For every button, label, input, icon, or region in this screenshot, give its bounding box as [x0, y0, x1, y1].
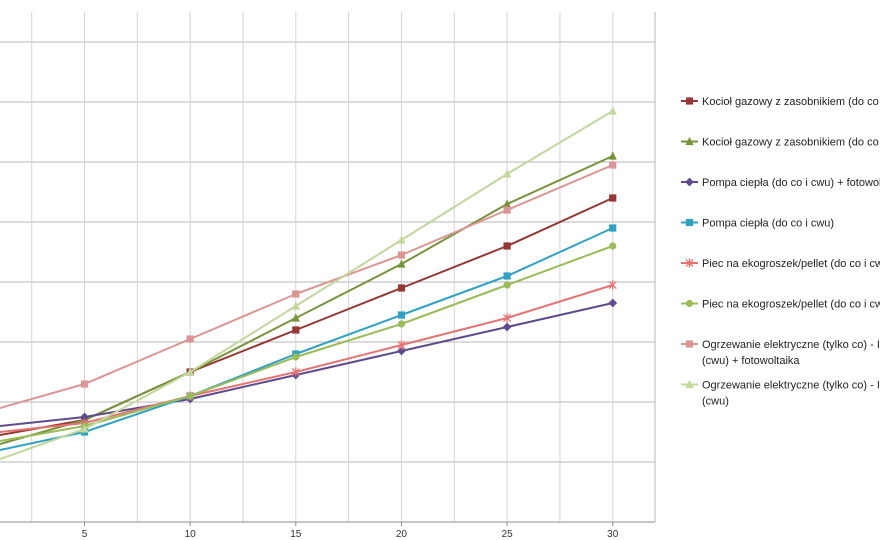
- data-point: [397, 284, 406, 292]
- series-5: [0, 280, 617, 433]
- data-point: [292, 353, 300, 361]
- legend-label: Ogrzewanie elektryczne (tylko co) - II: [702, 380, 880, 392]
- data-point: [186, 392, 194, 400]
- data-point: [685, 136, 694, 146]
- series-line: [0, 110, 614, 460]
- x-tick-label: 15: [290, 529, 302, 540]
- data-point: [397, 235, 406, 244]
- data-point: [80, 412, 89, 422]
- series-line: [0, 197, 614, 436]
- data-point: [503, 281, 511, 289]
- data-point: [397, 346, 406, 356]
- legend-item-2: Kocioł gazowy z zasobnikiem (do co i: [681, 137, 880, 149]
- data-point: [608, 106, 617, 115]
- data-point: [186, 367, 195, 376]
- data-point: [397, 340, 406, 350]
- data-point: [503, 272, 511, 280]
- data-point: [80, 380, 89, 388]
- series-7: [0, 161, 617, 409]
- data-point: [502, 199, 512, 208]
- legend-label: Kocioł gazowy z zasobnikiem (do co i: [702, 96, 880, 108]
- legend-item-5: Piec na ekogroszek/pellet (do co i cwu: [681, 258, 880, 270]
- legend-label: Kocioł gazowy z zasobnikiem (do co i: [702, 137, 880, 149]
- legend-label: Pompa ciepła (do co i cwu) + fotowol: [702, 177, 880, 189]
- data-point: [502, 169, 512, 178]
- data-point: [685, 177, 694, 187]
- data-point: [292, 290, 300, 298]
- legend-label: Ogrzewanie elektryczne (tylko co) - II: [702, 339, 880, 351]
- data-point: [503, 313, 512, 323]
- series-line: [0, 302, 613, 427]
- data-point: [608, 298, 618, 308]
- legend-label: (cwu) + fotowoltaika: [702, 355, 800, 367]
- x-tick-label: 10: [185, 529, 197, 540]
- data-point: [186, 335, 194, 343]
- series-group: [0, 106, 618, 460]
- legend-item-7: Ogrzewanie elektryczne (tylko co) - II (c…: [681, 339, 880, 367]
- series-3: [0, 298, 618, 427]
- gridlines: [0, 12, 655, 522]
- data-point: [397, 259, 406, 268]
- series-line: [0, 164, 614, 409]
- x-tick-label: 5: [82, 529, 88, 540]
- legend-item-6: Piec na ekogroszek/pellet (do co i cw: [681, 299, 880, 311]
- series-8: [0, 106, 617, 460]
- legend-label: Piec na ekogroszek/pellet (do co i cwu: [702, 258, 880, 270]
- data-point: [685, 299, 694, 308]
- data-point: [608, 280, 617, 290]
- data-point: [80, 424, 89, 433]
- series-line: [0, 245, 614, 442]
- series-line: [0, 284, 614, 433]
- data-point: [292, 326, 300, 334]
- data-point: [685, 97, 694, 105]
- legend-label: Pompa ciepła (do co i cwu): [702, 218, 834, 230]
- data-point: [397, 251, 406, 259]
- data-point: [608, 151, 617, 160]
- series-1: [0, 194, 617, 436]
- legend-label: Piec na ekogroszek/pellet (do co i cw: [702, 299, 880, 311]
- x-tick-label: 25: [502, 529, 514, 540]
- data-point: [685, 340, 694, 348]
- data-point: [685, 218, 694, 227]
- legend: Kocioł gazowy z zasobnikiem (do co i Koci…: [681, 96, 880, 408]
- data-point: [291, 367, 300, 377]
- data-point: [291, 313, 300, 322]
- data-point: [397, 320, 406, 328]
- data-point: [685, 258, 694, 268]
- legend-item-1: Kocioł gazowy z zasobnikiem (do co i: [681, 96, 880, 108]
- data-point: [502, 322, 512, 332]
- axes: 5 10 15 20 25 30: [0, 12, 656, 540]
- data-point: [609, 194, 617, 202]
- data-point: [503, 242, 511, 250]
- data-point: [503, 206, 511, 214]
- legend-item-3: Pompa ciepła (do co i cwu) + fotowol: [681, 177, 880, 189]
- data-point: [609, 161, 617, 169]
- legend-item-4: Pompa ciepła (do co i cwu): [681, 218, 834, 230]
- data-point: [685, 379, 694, 389]
- x-tick-label: 30: [607, 529, 619, 540]
- data-point: [397, 311, 406, 319]
- x-tick-label: 20: [396, 529, 408, 540]
- data-point: [609, 224, 617, 232]
- legend-label: (cwu): [702, 396, 729, 408]
- data-point: [291, 301, 300, 310]
- legend-item-8: Ogrzewanie elektryczne (tylko co) - II (c…: [681, 380, 880, 408]
- data-point: [609, 242, 617, 250]
